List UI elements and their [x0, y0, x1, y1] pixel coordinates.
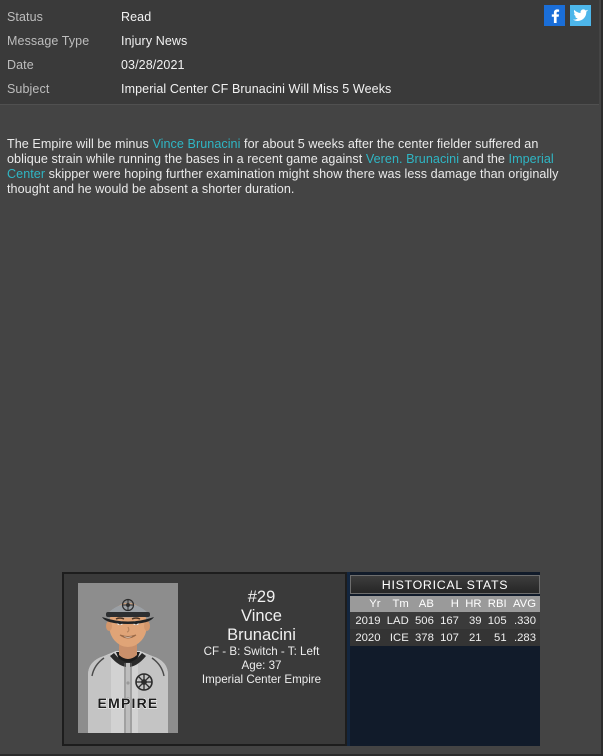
player-last-name: Brunacini: [227, 626, 296, 644]
facebook-share-button[interactable]: [544, 5, 565, 26]
historical-stats-panel: HISTORICAL STATS Yr Tm AB H HR RBI AVG 2…: [343, 572, 540, 746]
stats-col-ab: AB: [412, 596, 438, 612]
svg-text:EMPIRE: EMPIRE: [98, 695, 159, 711]
player-position-bats-throws: CF - B: Switch - T: Left: [203, 645, 320, 658]
player-first-name: Vince: [241, 607, 282, 625]
body-segment-1: The Empire will be minus: [7, 136, 153, 151]
header-row-subject: Subject Imperial Center CF Brunacini Wil…: [0, 77, 599, 101]
player-link-vince-brunacini[interactable]: Vince Brunacini: [152, 136, 241, 151]
message-type-label: Message Type: [7, 34, 90, 48]
player-info-block: #29 Vince Brunacini CF - B: Switch - T: …: [178, 574, 345, 744]
facebook-icon: [548, 8, 561, 23]
date-value: 03/28/2021: [121, 58, 185, 72]
stats-cell-rbi: 105: [487, 614, 507, 627]
player-jersey-number: #29: [247, 588, 276, 606]
body-segment-4: skipper were hoping further examination …: [7, 167, 559, 197]
stats-cell-yr: 2019: [355, 614, 381, 627]
table-row[interactable]: 2019 LAD 506 167 39 105 .330: [350, 612, 540, 629]
twitter-icon: [573, 9, 588, 22]
table-row[interactable]: 2020 ICE 378 107 21 51 .283: [350, 629, 540, 646]
stats-header-row: Yr Tm AB H HR RBI AVG: [350, 596, 540, 612]
player-team: Imperial Center Empire: [201, 673, 322, 686]
player-profile-card[interactable]: EMPIRE: [62, 572, 347, 746]
stats-col-h: H: [437, 596, 463, 612]
message-type-value: Injury News: [121, 34, 188, 48]
stats-col-avg: AVG: [510, 596, 540, 612]
stats-cell-tm: LAD: [386, 614, 409, 627]
stats-cell-yr: 2020: [355, 631, 381, 644]
body-segment-2: for about 5 weeks after the center field…: [7, 136, 539, 166]
stats-cell-tm: ICE: [389, 631, 409, 644]
stats-col-rbi: RBI: [485, 596, 511, 612]
stats-cell-hr: 21: [468, 631, 482, 644]
status-value: Read: [121, 10, 152, 24]
twitter-share-button[interactable]: [570, 5, 591, 26]
message-header-panel: Status Read Message Type Injury News Dat…: [0, 0, 599, 105]
stats-cell-h: 107: [440, 631, 459, 644]
date-label: Date: [7, 58, 34, 72]
status-label: Status: [7, 10, 44, 24]
stats-cell-ab: 506: [415, 614, 434, 627]
message-body-text: The Empire will be minus Vince Brunacini…: [7, 137, 577, 198]
social-share-buttons: [544, 5, 591, 26]
player-card-container: HISTORICAL STATS Yr Tm AB H HR RBI AVG 2…: [62, 572, 540, 746]
team-link-imperial-center[interactable]: Imperial Center: [7, 151, 554, 181]
subject-label: Subject: [7, 82, 50, 96]
body-segment-3: and the: [459, 151, 509, 166]
stats-cell-avg: .283: [514, 631, 536, 644]
stats-cell-avg: .330: [514, 614, 536, 627]
stats-col-hr: HR: [462, 596, 486, 612]
historical-stats-table: Yr Tm AB H HR RBI AVG 2019 LAD 506 167 3…: [350, 596, 540, 646]
player-portrait: EMPIRE: [78, 583, 178, 733]
subject-value: Imperial Center CF Brunacini Will Miss 5…: [121, 82, 392, 96]
header-row-date: Date 03/28/2021: [0, 53, 599, 77]
stats-col-tm: Tm: [384, 596, 413, 612]
stats-cell-ab: 378: [415, 631, 434, 644]
stats-cell-rbi: 51: [494, 631, 507, 644]
header-row-message-type: Message Type Injury News: [0, 29, 599, 53]
stats-panel-title: HISTORICAL STATS: [350, 575, 540, 594]
stats-col-yr: Yr: [350, 596, 385, 612]
stats-cell-h: 167: [440, 614, 459, 627]
stats-cell-hr: 39: [468, 614, 482, 627]
player-age: Age: 37: [241, 659, 282, 672]
player-link-veren-brunacini[interactable]: Veren. Brunacini: [365, 151, 460, 166]
header-row-status: Status Read: [0, 5, 599, 29]
